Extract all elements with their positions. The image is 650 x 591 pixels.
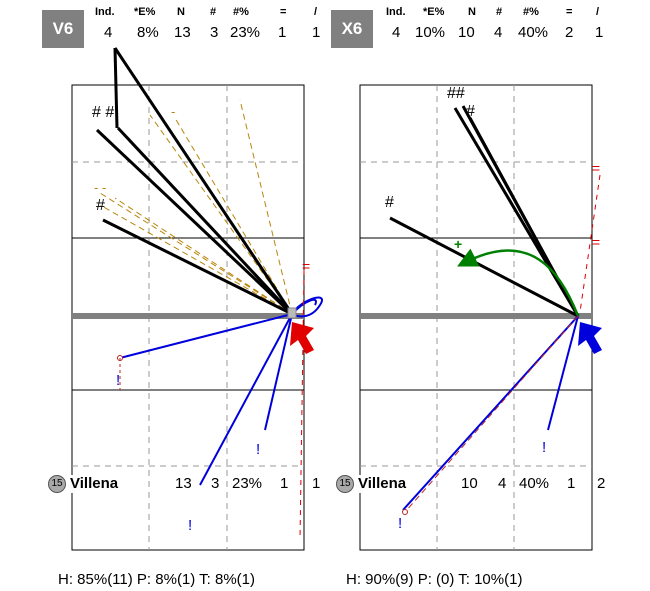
row-number-badge: 15 [48,475,66,494]
stat-header: #% [523,6,539,18]
row-villena-v6: 15 Villena [48,475,119,494]
stat-value: 1 [278,24,287,41]
stat-value: 1 [312,24,321,41]
stat-value: 4 [494,24,503,41]
stat-value: 1 [595,24,604,41]
row-value: 4 [497,475,508,492]
row-value: 23% [231,475,264,492]
stat-header: N [468,6,476,18]
stat-header: *E% [423,6,445,18]
row-name: Villena [358,475,407,492]
hash-mark: # # [92,104,115,121]
stat-header: = [566,6,573,18]
stat-value: 4 [392,24,401,41]
row-value: 1 [566,475,577,492]
bang-mark: ! [542,439,547,456]
row-number-badge: 15 [336,475,354,494]
dash-mark: - - [94,180,107,195]
stat-value: 10% [415,24,446,41]
row-value: 13 [174,475,193,492]
hash-mark: # [96,197,105,214]
hash-mark: # [466,103,475,120]
equals-mark: = [302,258,311,274]
row-name: Villena [70,475,119,492]
row-villena-x6: 15 Villena [336,475,407,494]
panel-v6-plot [71,47,323,551]
stat-header: / [314,6,318,18]
stat-header: N [177,6,185,18]
stat-value: 13 [174,24,191,41]
stat-header: = [280,6,287,18]
stat-header: / [596,6,600,18]
bang-mark: ! [116,372,121,389]
stat-header: *E% [134,6,156,18]
footer-summary-x6: H: 90%(9) P: (0) T: 10%(1) [346,571,523,588]
panel-badge-v6: V6 [42,10,84,48]
hash-mark: ## [447,85,465,102]
row-value: 3 [210,475,221,492]
stat-header: Ind. [386,6,406,18]
panel-x6-plot [359,84,602,551]
dash-mark: - [171,104,176,119]
plus-mark: + [454,236,463,252]
equals-mark: = [592,160,601,176]
stat-value: 2 [565,24,574,41]
row-value: 10 [460,475,479,492]
equals-mark: = [592,234,601,250]
stat-value: 23% [230,24,261,41]
row-value: 1 [279,475,290,492]
stat-value: 3 [210,24,219,41]
panel-badge-x6: X6 [331,10,373,48]
bang-mark: ! [256,441,261,458]
stat-value: 8% [137,24,159,41]
footer-summary-v6: H: 85%(11) P: 8%(1) T: 8%(1) [58,571,256,588]
stat-value: 40% [518,24,549,41]
row-value: 40% [518,475,551,492]
stat-value: 4 [104,24,113,41]
blue-arrow-icon [578,322,602,354]
hash-mark: # [385,194,394,211]
stat-header: # [496,6,503,18]
bang-mark: ! [398,515,403,532]
row-value: 2 [596,475,607,492]
stat-header: #% [233,6,249,18]
stat-header: # [210,6,217,18]
bang-mark: ! [188,517,193,534]
row-value: 1 [311,475,322,492]
stat-value: 10 [458,24,475,41]
stat-header: Ind. [95,6,115,18]
red-arrow-icon [290,322,314,354]
